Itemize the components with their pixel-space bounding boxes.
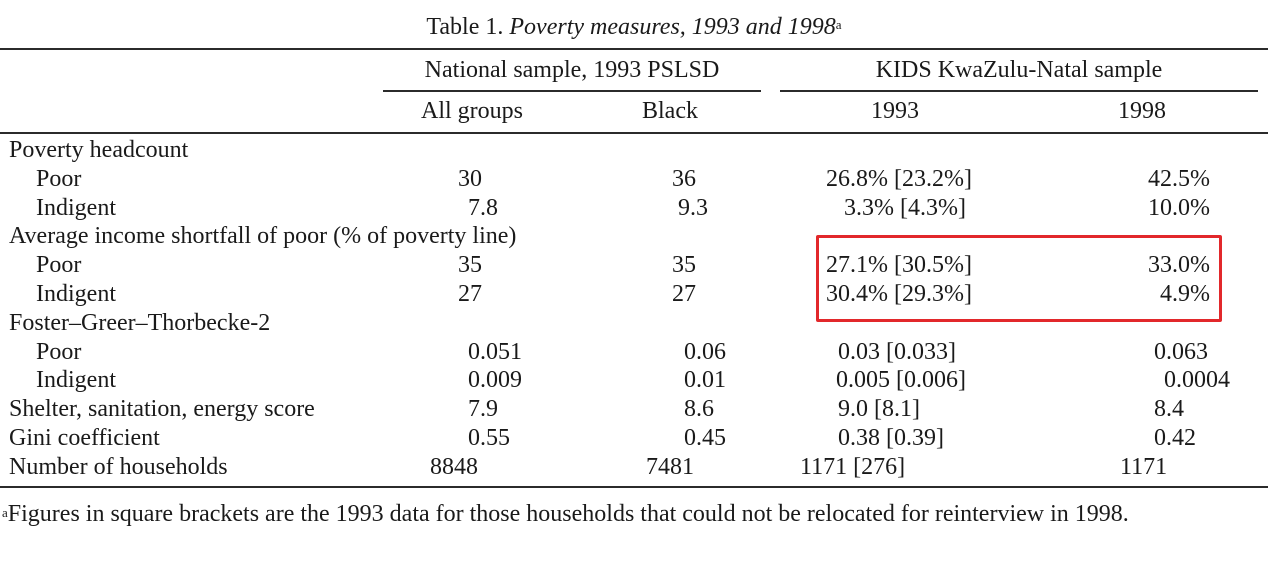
row-label: Poor xyxy=(36,165,82,192)
group-header-national: National sample, 1993 PSLSD xyxy=(424,57,720,83)
table-cell: 1171 [276] xyxy=(800,453,906,480)
table-cell: 1171 xyxy=(1120,453,1168,480)
row-label: Indigent xyxy=(36,367,116,394)
table-cell: 36 xyxy=(672,165,696,192)
table-cell: 0.42 xyxy=(1154,425,1196,451)
section-label: Poverty headcount xyxy=(9,137,189,163)
table-cell: 0.063 xyxy=(1154,338,1208,365)
table-cell: 7.9 xyxy=(468,396,498,423)
row-label: Gini coefficient xyxy=(9,425,160,451)
table-cell: 0.45 xyxy=(684,425,726,451)
table-caption: Table 1. Poverty measures, 1993 and 1998… xyxy=(0,12,1268,42)
table-cell: 8848 xyxy=(430,453,478,480)
table-cell: 8.6 xyxy=(684,396,714,423)
table-cell: 10.0% xyxy=(1148,194,1210,221)
table-cell: 27.1% [30.5%] xyxy=(826,252,972,279)
caption-title: Poverty measures, 1993 and 1998 xyxy=(509,14,836,40)
table-cell: 9.0 [8.1] xyxy=(838,396,920,423)
row-label: Poor xyxy=(36,338,82,365)
table-cell: 0.009 xyxy=(468,367,522,394)
top-rule xyxy=(0,48,1268,50)
table-cell: 7481 xyxy=(646,453,694,480)
row-label: Indigent xyxy=(36,194,116,221)
table-cell: 0.03 [0.033] xyxy=(838,338,956,365)
table-cell: 9.3 xyxy=(678,194,708,221)
group-rule-kids xyxy=(780,90,1258,92)
table-cell: 42.5% xyxy=(1148,165,1210,192)
caption-note-marker: a xyxy=(835,17,842,32)
column-header-1998: 1998 xyxy=(1118,98,1166,124)
table-cell: 35 xyxy=(458,252,482,279)
table-cell: 0.051 xyxy=(468,338,522,365)
group-header-kids: KIDS KwaZulu-Natal sample xyxy=(875,57,1163,83)
table-cell: 0.0004 xyxy=(1164,367,1230,394)
group-rule-national xyxy=(383,90,761,92)
row-label: Shelter, sanitation, energy score xyxy=(9,396,315,423)
table-cell: 35 xyxy=(672,252,696,279)
footnote-marker: a xyxy=(2,505,8,520)
footnote: aFigures in square brackets are the 1993… xyxy=(2,500,1268,529)
table-cell: 0.01 xyxy=(684,367,726,394)
bottom-rule xyxy=(0,486,1268,488)
row-label: Number of households xyxy=(9,453,228,480)
table-cell: 3.3% [4.3%] xyxy=(844,194,966,221)
row-label: Indigent xyxy=(36,281,116,307)
column-header-1993: 1993 xyxy=(871,98,919,124)
section-label: Average income shortfall of poor (% of p… xyxy=(9,223,517,250)
table-cell: 7.8 xyxy=(468,194,498,221)
table-cell: 0.06 xyxy=(684,338,726,365)
table-cell: 27 xyxy=(672,281,696,307)
table-cell: 30.4% [29.3%] xyxy=(826,281,972,307)
table-cell: 8.4 xyxy=(1154,396,1184,423)
header-rule xyxy=(0,132,1268,134)
section-label: Foster–Greer–Thorbecke-2 xyxy=(9,309,271,336)
table-cell: 0.55 xyxy=(468,425,510,451)
table-cell: 0.38 [0.39] xyxy=(838,425,944,451)
table-cell: 0.005 [0.006] xyxy=(836,367,966,394)
table-cell: 27 xyxy=(458,281,482,307)
column-header-all-groups: All groups xyxy=(421,98,523,124)
highlight-box xyxy=(816,235,1222,322)
column-header-black: Black xyxy=(642,98,698,124)
table-cell: 4.9% xyxy=(1160,281,1210,307)
table-cell: 30 xyxy=(458,165,482,192)
table-cell: 33.0% xyxy=(1148,252,1210,279)
row-label: Poor xyxy=(36,252,82,279)
footnote-text: Figures in square brackets are the 1993 … xyxy=(7,501,1129,527)
caption-prefix: Table 1. xyxy=(426,14,504,40)
table-cell: 26.8% [23.2%] xyxy=(826,165,972,192)
